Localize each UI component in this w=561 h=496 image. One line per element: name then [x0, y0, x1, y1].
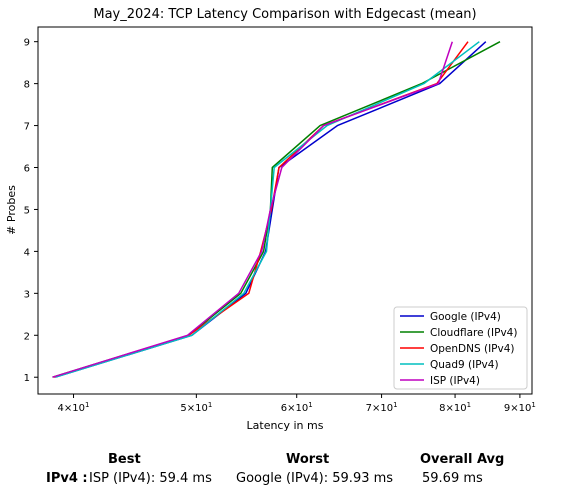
x-tick-label-2: 6×101	[281, 401, 313, 414]
plot-area	[37, 26, 533, 395]
legend-label-3: Quad9 (IPv4)	[430, 359, 499, 371]
best-value: ISP (IPv4): 59.4 ms	[89, 471, 212, 486]
y-tick-label-0: 1	[24, 373, 30, 384]
y-tick-label-1: 2	[24, 331, 30, 342]
overall-avg-value: 59.69 ms	[422, 471, 483, 486]
x-tick-label-3: 7×101	[366, 401, 398, 414]
legend-label-0: Google (IPv4)	[430, 311, 501, 323]
overall-avg-header: Overall Avg	[420, 452, 505, 467]
legend-label-4: ISP (IPv4)	[430, 375, 480, 387]
worst-value: Google (IPv4): 59.93 ms	[236, 471, 394, 486]
legend: Google (IPv4) Cloudflare (IPv4) OpenDNS (I…	[393, 306, 528, 390]
y-axis-label: # Probes	[5, 185, 18, 235]
chart-title: May_2024: TCP Latency Comparison with Ed…	[93, 7, 476, 22]
y-axis-ticks: 1 2 3 4 5 6 7 8 9	[24, 38, 38, 384]
y-tick-label-5: 6	[24, 164, 30, 175]
y-tick-label-4: 5	[24, 205, 30, 216]
latency-chart: May_2024: TCP Latency Comparison with Ed…	[5, 7, 536, 432]
y-tick-label-3: 4	[24, 247, 30, 258]
y-tick-label-6: 7	[24, 122, 30, 133]
x-axis-label: Latency in ms	[247, 419, 324, 432]
y-tick-label-7: 8	[24, 80, 30, 91]
legend-label-2: OpenDNS (IPv4)	[430, 343, 515, 355]
x-tick-label-4: 8×101	[439, 401, 471, 414]
y-tick-label-8: 9	[24, 38, 30, 49]
worst-header: Worst	[286, 452, 330, 467]
legend-label-1: Cloudflare (IPv4)	[430, 327, 517, 339]
x-tick-label-1: 5×101	[180, 401, 212, 414]
ipv4-row-label: IPv4 :	[46, 471, 88, 486]
series-line-4	[52, 41, 454, 378]
legend-box	[393, 306, 528, 390]
x-axis-ticks: 4×101 5×101 6×101 7×101 8×101 9×101	[58, 394, 536, 414]
best-header: Best	[108, 452, 141, 467]
y-tick-label-2: 3	[24, 289, 30, 300]
x-tick-label-5: 9×101	[504, 401, 536, 414]
x-tick-label-0: 4×101	[58, 401, 90, 414]
summary-table: Best Worst Overall Avg IPv4 : ISP (IPv4)…	[0, 448, 561, 496]
series-lines	[52, 41, 501, 378]
